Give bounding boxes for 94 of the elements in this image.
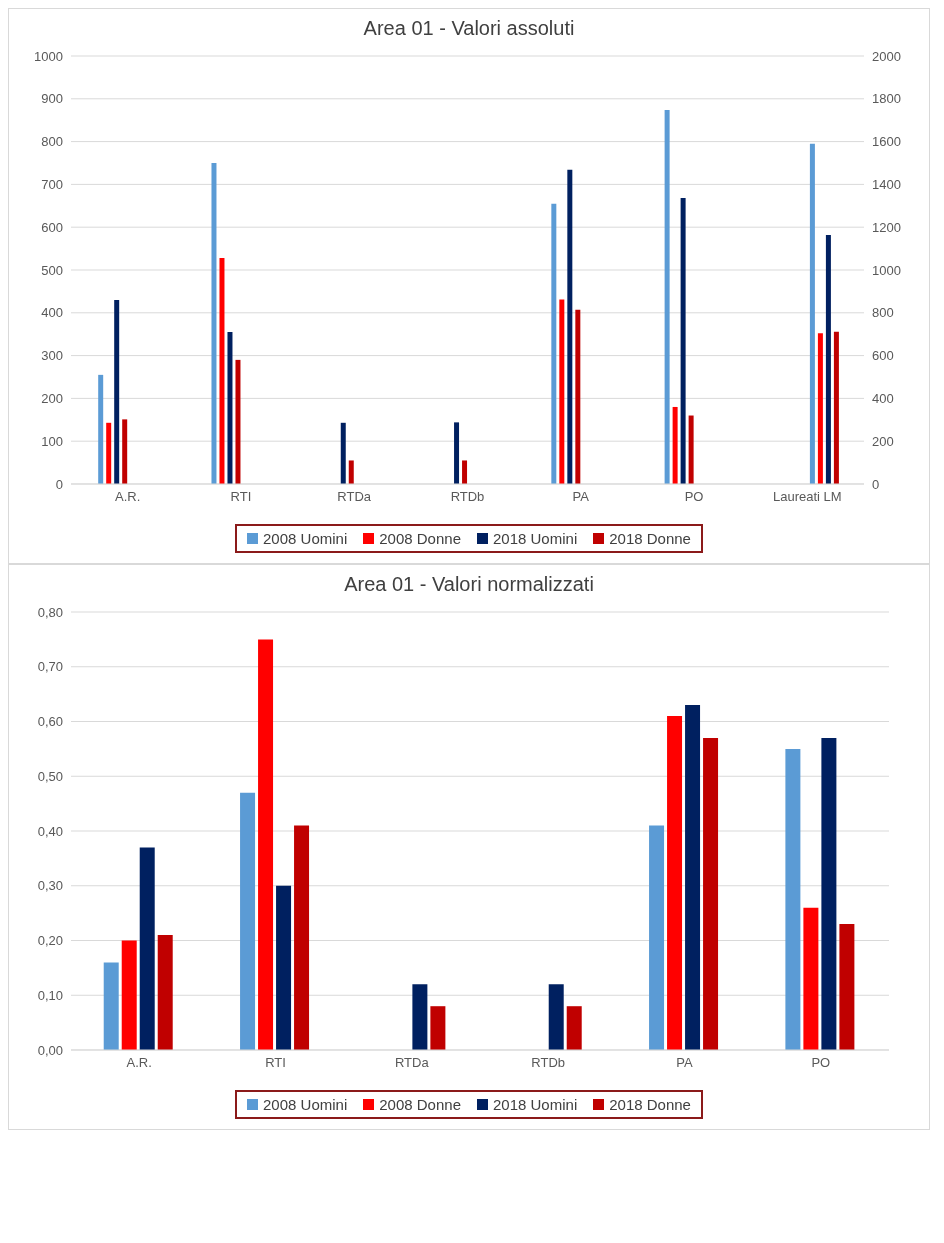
x-tick-label: PA [572,489,590,505]
x-tick-label: PA [676,1055,694,1071]
y2-tick-label: 2000 [872,48,901,64]
y-tick-label: 800 [41,134,63,150]
bar [294,825,310,1050]
y-tick-label: 100 [41,433,63,449]
bar [649,825,665,1050]
y2-tick-label: 800 [872,305,894,321]
y2-tick-label: 1200 [872,219,901,235]
bar [803,907,819,1050]
bar [454,422,460,484]
legend-label: 2008 Donne [378,1096,461,1113]
y2-tick-label: 0 [872,476,880,492]
bar [412,984,428,1050]
bar [548,984,564,1050]
bar [785,748,801,1050]
bar [122,419,128,484]
bar [103,962,119,1050]
bar [688,415,694,484]
bar [139,847,155,1050]
x-tick-label: PO [684,489,704,505]
bar [211,163,217,484]
y-tick-label: 0,50 [37,768,63,784]
y2-tick-label: 1000 [872,262,901,278]
bar [235,359,241,484]
y-tick-label: 500 [41,262,63,278]
bar [667,716,683,1050]
bar [258,639,274,1050]
bar [106,422,112,484]
bar [559,299,565,484]
bar [240,792,256,1050]
bar [575,309,581,484]
y-tick-label: 0,80 [37,604,63,620]
x-tick-label: RTDa [337,489,372,505]
bar [664,109,670,484]
y2-tick-label: 400 [872,391,894,407]
bar [567,169,573,484]
x-tick-label: Laureati LM [773,489,842,505]
chart-title: Area 01 - Valori normalizzati [343,573,595,596]
legend-label: 2008 Uomini [262,530,348,547]
legend-label: 2018 Donne [608,530,691,547]
y-tick-label: 0,60 [37,714,63,730]
legend-label: 2018 Donne [608,1096,691,1113]
x-tick-label: A.R. [114,489,141,505]
bar [114,299,120,484]
bar [685,705,701,1050]
y-tick-label: 0,30 [37,878,63,894]
bar [821,737,837,1050]
x-tick-label: A.R. [126,1055,152,1071]
bar [703,737,719,1050]
bar [276,885,292,1050]
x-tick-label: RTDa [394,1055,430,1071]
legend-label: 2018 Uomini [492,530,578,547]
y2-tick-label: 600 [872,348,894,364]
y2-tick-label: 1400 [872,177,901,193]
y-tick-label: 0,10 [37,987,63,1003]
y-tick-label: 0,00 [37,1042,63,1058]
bar [121,940,137,1050]
y-tick-label: 0,20 [37,933,63,949]
y2-tick-label: 200 [872,433,894,449]
bar [348,460,354,484]
y-tick-label: 400 [41,305,63,321]
x-tick-label: RTI [265,1055,286,1071]
x-tick-label: PO [811,1055,831,1071]
y-tick-label: 0,70 [37,659,63,675]
legend-label: 2008 Donne [378,530,461,547]
x-tick-label: RTI [230,489,252,505]
y-tick-label: 900 [41,91,63,107]
y-tick-label: 1000 [34,48,63,64]
y-tick-label: 0,40 [37,823,63,839]
y-tick-label: 300 [41,348,63,364]
bar [839,924,855,1050]
bar [340,422,346,484]
x-tick-label: RTDb [531,1055,566,1071]
bar [157,935,173,1050]
legend-label: 2018 Uomini [492,1096,578,1113]
y-tick-label: 0 [55,476,63,492]
legend-label: 2008 Uomini [262,1096,348,1113]
bar [219,258,225,484]
bar [680,198,686,484]
bar [551,203,557,484]
y-tick-label: 700 [41,177,63,193]
x-tick-label: RTDb [450,489,485,505]
y2-tick-label: 1800 [872,91,901,107]
bar [462,460,468,484]
bar [227,332,233,484]
y2-tick-label: 1600 [872,134,901,150]
bar [430,1006,446,1050]
chart-title: Area 01 - Valori assoluti [362,17,576,40]
bar [566,1006,582,1050]
y-tick-label: 200 [41,391,63,407]
bar [672,406,678,484]
bar [98,374,104,484]
y-tick-label: 600 [41,219,63,235]
